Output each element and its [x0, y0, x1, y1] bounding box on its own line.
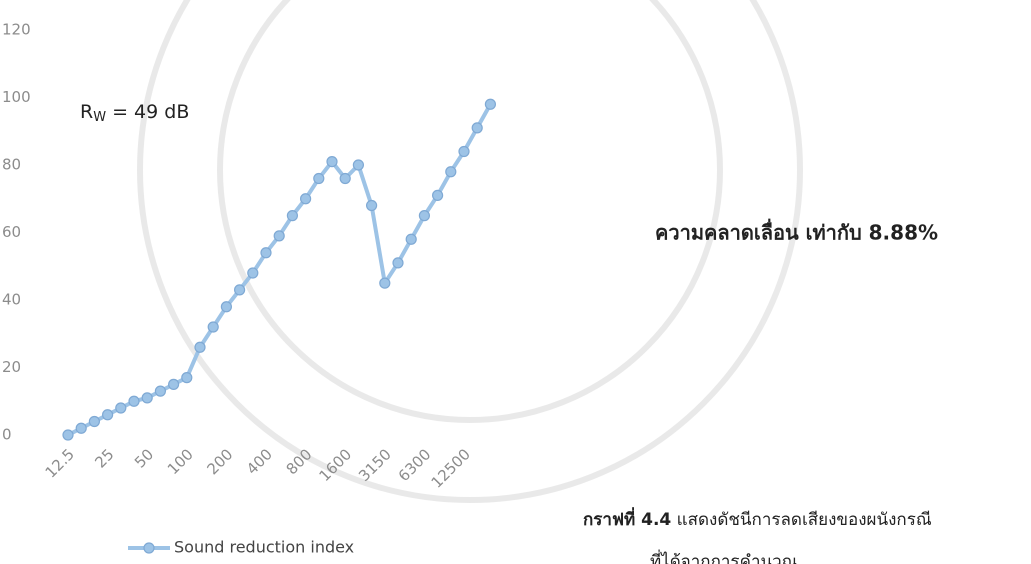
y-tick-label: 20	[2, 358, 21, 376]
data-point	[168, 378, 180, 390]
y-tick-label: 100	[2, 88, 31, 106]
caption-line2: ที่ได้จากการคำนวณ	[650, 549, 798, 564]
data-point	[418, 210, 430, 222]
legend-marker	[143, 542, 155, 554]
x-tick-label: 12500	[428, 445, 474, 491]
data-point	[234, 284, 246, 296]
data-point	[445, 166, 457, 178]
error-annotation: ความคลาดเลื่อน เท่ากับ 8.88%	[655, 218, 938, 245]
data-point	[286, 210, 298, 222]
data-point	[154, 385, 166, 397]
y-tick-label: 80	[2, 156, 21, 174]
data-point	[471, 122, 483, 134]
watermark	[137, 0, 803, 503]
y-tick-label: 0	[2, 426, 12, 444]
y-tick-label: 40	[2, 291, 21, 309]
data-point	[432, 189, 444, 201]
data-point	[260, 247, 272, 259]
data-point	[352, 159, 364, 171]
data-point	[484, 98, 496, 110]
y-tick-label: 120	[2, 21, 31, 39]
data-point	[101, 409, 114, 421]
data-point	[313, 172, 325, 185]
x-tick-label: 200	[203, 445, 236, 478]
data-point	[458, 145, 470, 158]
x-tick-label: 400	[243, 445, 276, 478]
data-point	[326, 156, 338, 168]
data-point	[181, 372, 193, 384]
data-point	[62, 429, 74, 441]
data-point	[300, 193, 312, 205]
data-point	[339, 172, 351, 185]
caption: กราฟที่ 4.4 แสดงดัชนีการลดเสียงของผนังกร…	[583, 507, 932, 530]
data-point	[75, 422, 87, 434]
data-point	[194, 341, 206, 353]
data-point	[379, 277, 391, 289]
x-tick-label: 25	[91, 445, 117, 471]
data-point	[141, 392, 153, 404]
data-point	[392, 257, 404, 269]
data-point	[366, 199, 378, 212]
legend-label: Sound reduction index	[174, 538, 354, 557]
rw-annotation: RW = 49 dB	[80, 101, 189, 125]
x-tick-label: 12.5	[42, 445, 78, 481]
y-tick-label: 60	[2, 223, 21, 241]
series-line	[67, 103, 493, 437]
data-point	[273, 230, 285, 242]
data-point	[207, 321, 219, 333]
data-point	[88, 415, 101, 428]
data-point	[405, 233, 417, 245]
data-point	[128, 395, 140, 407]
x-tick-label: 50	[131, 445, 157, 471]
data-point	[247, 267, 259, 279]
x-tick-label: 100	[164, 445, 197, 478]
x-tick-label: 800	[283, 445, 316, 478]
data-point	[115, 402, 127, 414]
x-tick-label: 3150	[355, 445, 395, 485]
data-point	[220, 301, 232, 313]
